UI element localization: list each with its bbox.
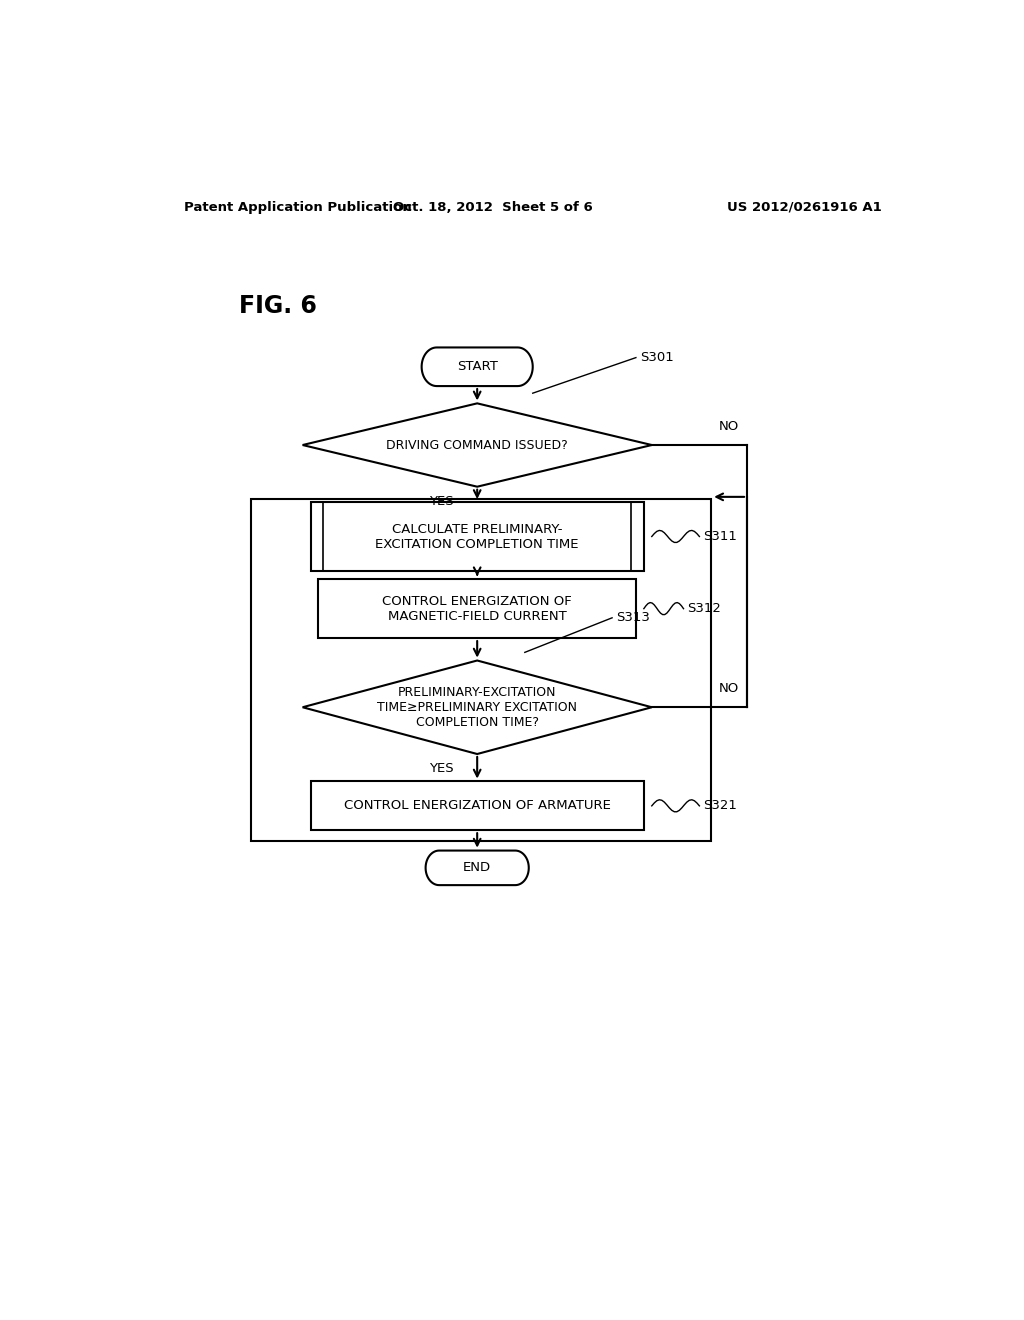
Text: FIG. 6: FIG. 6 — [240, 294, 317, 318]
Polygon shape — [251, 499, 712, 841]
Text: CONTROL ENERGIZATION OF ARMATURE: CONTROL ENERGIZATION OF ARMATURE — [344, 800, 610, 812]
Polygon shape — [303, 660, 652, 754]
Polygon shape — [310, 502, 644, 572]
Text: NO: NO — [719, 420, 739, 433]
Text: DRIVING COMMAND ISSUED?: DRIVING COMMAND ISSUED? — [386, 438, 568, 451]
Text: S313: S313 — [616, 611, 650, 624]
Text: S321: S321 — [703, 800, 737, 812]
Polygon shape — [310, 781, 644, 830]
Text: YES: YES — [429, 495, 454, 508]
Text: S311: S311 — [703, 531, 737, 543]
Text: START: START — [457, 360, 498, 374]
Text: CALCULATE PRELIMINARY-
EXCITATION COMPLETION TIME: CALCULATE PRELIMINARY- EXCITATION COMPLE… — [376, 523, 579, 550]
Text: S301: S301 — [640, 351, 674, 364]
Text: END: END — [463, 862, 492, 874]
Text: Patent Application Publication: Patent Application Publication — [183, 201, 412, 214]
Polygon shape — [303, 404, 652, 487]
Text: YES: YES — [429, 762, 454, 775]
Polygon shape — [318, 579, 636, 638]
Text: Oct. 18, 2012  Sheet 5 of 6: Oct. 18, 2012 Sheet 5 of 6 — [393, 201, 593, 214]
Text: S312: S312 — [687, 602, 721, 615]
Text: PRELIMINARY-EXCITATION
TIME≥PRELIMINARY EXCITATION
COMPLETION TIME?: PRELIMINARY-EXCITATION TIME≥PRELIMINARY … — [377, 686, 578, 729]
Text: CONTROL ENERGIZATION OF
MAGNETIC-FIELD CURRENT: CONTROL ENERGIZATION OF MAGNETIC-FIELD C… — [382, 595, 572, 623]
Text: NO: NO — [719, 682, 739, 696]
PathPatch shape — [426, 850, 528, 886]
PathPatch shape — [422, 347, 532, 385]
Text: US 2012/0261916 A1: US 2012/0261916 A1 — [727, 201, 882, 214]
